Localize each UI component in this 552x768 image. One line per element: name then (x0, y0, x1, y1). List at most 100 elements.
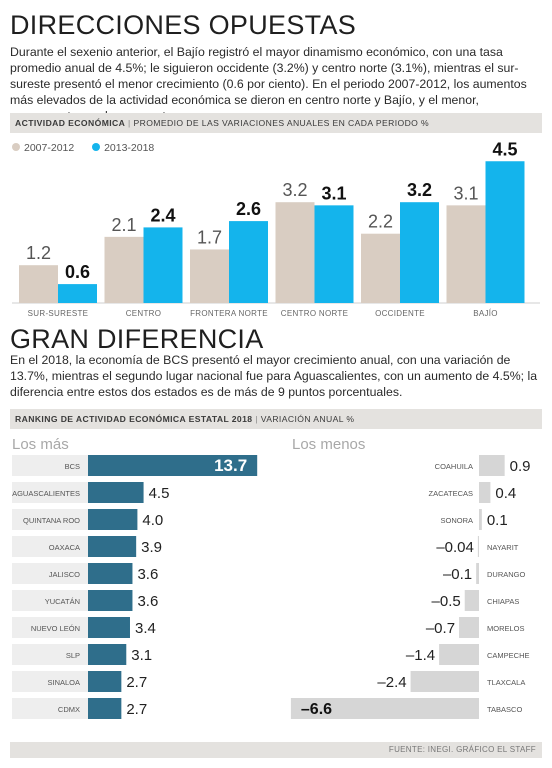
state-bar (410, 671, 479, 692)
state-value-label: 3.1 (131, 647, 152, 664)
state-label: MORELOS (487, 624, 525, 633)
state-value-label: 3.9 (141, 539, 162, 556)
state-value-label: –0.7 (426, 620, 455, 637)
row-label-bg (12, 698, 88, 719)
legend-label-period2: 2013-2018 (104, 142, 155, 154)
regional-bar-chart: 1.2 0.6 SUR-SURESTE 2.1 2.4 CENTRO 1.7 2.6 FRONT… (12, 139, 540, 318)
row-label-bg (12, 563, 88, 584)
bar-2007-2012-0 (19, 265, 58, 303)
legend-item-period1: 2007-2012 (12, 142, 77, 154)
bar-2013-2018-3 (314, 205, 354, 303)
chart1-header: ACTIVIDAD ECONÓMICA | PROMEDIO DE LAS VA… (10, 113, 542, 133)
state-label: AGUASCALIENTES (12, 489, 80, 498)
bar-2007-2012-5 (446, 205, 486, 303)
bar-2007-2012-1 (104, 236, 144, 303)
state-bar (459, 617, 479, 638)
state-bar (88, 698, 122, 719)
state-label: NAYARIT (487, 543, 519, 552)
state-bar (88, 671, 122, 692)
bar-2007-2012-4 (361, 233, 400, 303)
bar-value-label: 2.6 (236, 199, 261, 219)
bar-value-label: 2.1 (111, 215, 136, 235)
row-label-bg (12, 590, 88, 611)
row-label-bg (12, 617, 88, 638)
state-value-label: 2.7 (126, 701, 147, 718)
state-value-label: 0.1 (487, 512, 508, 529)
state-value-label: –2.4 (377, 674, 406, 691)
state-bar (477, 536, 479, 557)
state-label: CDMX (58, 705, 80, 714)
state-value-label: 4.0 (142, 512, 163, 529)
state-bar (88, 563, 133, 584)
state-value-label: –0.1 (443, 566, 472, 583)
state-bar (88, 617, 130, 638)
bar-value-label: 3.2 (282, 180, 307, 200)
state-bar (88, 536, 137, 557)
state-bar (479, 509, 482, 530)
state-value-label: 0.9 (510, 458, 531, 475)
bar-value-label: 3.1 (321, 183, 346, 203)
top-states-title: Los más (12, 436, 69, 453)
state-label: YUCATÁN (45, 597, 80, 606)
state-bar (88, 455, 258, 476)
state-label: TLAXCALA (487, 678, 525, 687)
bar-2007-2012-2 (190, 249, 229, 303)
bottom-states-bar-chart: 0.9 COAHUILA 0.4 ZACATECAS 0.1 SONORA –0.04 NAY… (290, 455, 531, 719)
state-bar (88, 644, 127, 665)
section1-title: DIRECCIONES OPUESTAS (10, 10, 357, 40)
chart1-header-subtitle: PROMEDIO DE LAS VARIACIONES ANUALES EN C… (133, 118, 430, 128)
state-value-label: –1.4 (406, 647, 435, 664)
row-label-bg (12, 644, 88, 665)
state-label: TABASCO (487, 705, 522, 714)
chart2-header-subtitle: VARIACIÓN ANUAL % (260, 414, 355, 424)
state-label: SONORA (440, 516, 473, 525)
legend-label-period1: 2007-2012 (24, 142, 75, 154)
bottom-states-title: Los menos (292, 436, 366, 453)
state-bar (290, 698, 479, 719)
state-label: CHIAPAS (487, 597, 519, 606)
legend-swatch-period2 (92, 143, 101, 151)
row-label-bg (12, 482, 88, 503)
bar-value-label: 1.2 (26, 243, 51, 263)
state-label: ZACATECAS (429, 489, 473, 498)
bar-value-label: 3.1 (453, 183, 478, 203)
bar-value-label: 3.2 (407, 180, 432, 200)
state-label: SLP (66, 651, 80, 660)
state-bar (88, 482, 144, 503)
section2-title: GRAN DIFERENCIA (10, 324, 264, 354)
state-bar (476, 563, 479, 584)
source-footer: FUENTE: INEGI. GRÁFICO EL STAFF (10, 742, 542, 758)
category-label: CENTRO (126, 309, 162, 318)
state-bar (464, 590, 479, 611)
state-value-label: 0.4 (495, 485, 516, 502)
state-value-label: 3.6 (137, 566, 158, 583)
state-label: QUINTANA ROO (23, 516, 80, 525)
state-label: BCS (65, 462, 80, 471)
row-label-bg (12, 509, 88, 530)
state-value-label: 4.5 (149, 485, 170, 502)
state-value-label: –6.6 (301, 701, 332, 718)
category-label: BAJÍO (473, 309, 498, 318)
section2-intro: En el 2018, la economía de BCS presentó … (10, 353, 538, 399)
bar-2007-2012-3 (275, 202, 315, 303)
state-bar (88, 590, 133, 611)
category-label: SUR-SURESTE (28, 309, 89, 318)
bar-value-label: 1.7 (197, 227, 222, 247)
state-bar (88, 509, 138, 530)
legend-item-period2: 2013-2018 (92, 142, 154, 154)
chart2-header: RANKING DE ACTIVIDAD ECONÓMICA ESTATAL 2… (10, 409, 542, 429)
category-label: CENTRO NORTE (281, 309, 348, 318)
section1-intro: Durante el sexenio anterior, el Bajío re… (10, 45, 527, 123)
state-label: COAHUILA (435, 462, 473, 471)
state-value-label: 2.7 (126, 674, 147, 691)
state-value-label: 3.6 (137, 593, 158, 610)
legend-swatch-period1 (12, 143, 20, 151)
state-bar (439, 644, 479, 665)
bar-2013-2018-1 (143, 227, 183, 303)
bar-2013-2018-5 (485, 161, 525, 303)
chart1-legend: 2007-2012 2013-2018 (12, 142, 154, 154)
bar-value-label: 2.2 (368, 212, 393, 232)
bar-2013-2018-2 (229, 221, 268, 303)
row-label-bg (12, 536, 88, 557)
bar-2013-2018-0 (58, 284, 97, 303)
